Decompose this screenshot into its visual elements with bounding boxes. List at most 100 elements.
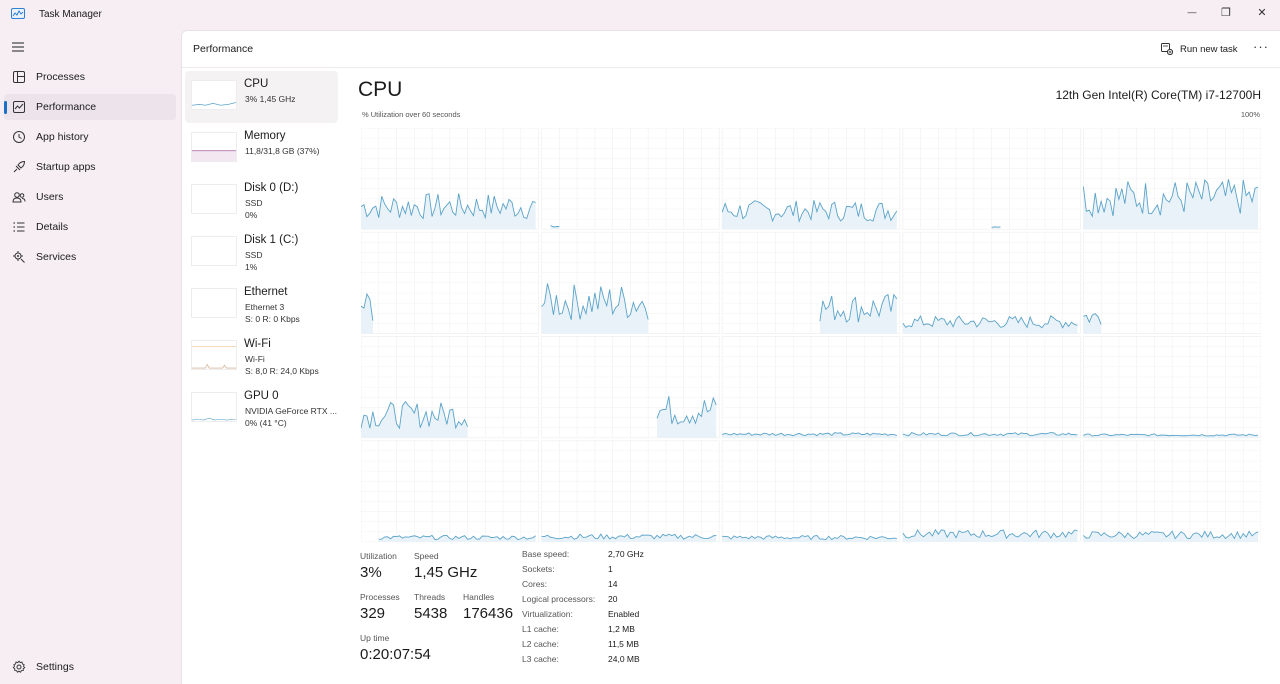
run-new-task-label: Run new task: [1180, 43, 1238, 55]
more-options-button[interactable]: ···: [1253, 39, 1269, 54]
stat-label: Speed: [414, 551, 439, 561]
resource-list: CPU 3% 1,45 GHz Memory 11,8/31,8 GB (37%…: [185, 71, 338, 435]
cpu-thumbnail-graph: [191, 80, 237, 110]
logical-processor-graph: [902, 336, 1081, 439]
nav-label-processes: Processes: [36, 71, 86, 83]
logical-processor-graph: [721, 231, 901, 334]
processes-icon: [13, 71, 25, 83]
logical-processor-graph: [541, 336, 720, 439]
logical-processor-graph: [361, 440, 540, 542]
resource-item-wifi[interactable]: Wi-Fi Wi-Fi S: 8,0 R: 24,0 Kbps: [185, 331, 338, 383]
logical-processor-graph: [902, 128, 1081, 230]
resource-item-ethernet[interactable]: Ethernet Ethernet 3 S: 0 R: 0 Kbps: [185, 279, 338, 331]
spec-label: L3 cache:: [522, 654, 559, 664]
logical-processor-graph: [541, 128, 720, 230]
resource-name: Disk 0 (D:): [244, 182, 299, 194]
spec-label: Base speed:: [522, 549, 570, 559]
logical-processor-graph: [902, 440, 1081, 542]
spec-label: Logical processors:: [522, 594, 596, 604]
memory-thumbnail-graph: [191, 132, 237, 162]
spec-label: Cores:: [522, 579, 548, 589]
spec-row: L3 cache: 24,0 MB: [522, 654, 682, 669]
resource-item-disk-0[interactable]: Disk 0 (D:) SSD 0%: [185, 175, 338, 227]
gpu-thumbnail-graph: [191, 392, 237, 422]
spec-row: Base speed: 2,70 GHz: [522, 549, 682, 564]
stat-value: 5438: [414, 605, 448, 622]
nav-item-app-history[interactable]: App history: [4, 124, 176, 150]
history-icon: [13, 131, 25, 143]
nav-label-performance: Performance: [36, 101, 97, 113]
details-icon: [13, 222, 25, 232]
resource-detail: SSD: [245, 198, 263, 208]
nav-item-settings[interactable]: Settings: [4, 654, 176, 680]
resource-item-cpu[interactable]: CPU 3% 1,45 GHz: [185, 71, 338, 123]
nav-item-performance[interactable]: Performance: [4, 94, 176, 120]
spec-value: 24,0 MB: [608, 654, 640, 664]
minimize-button[interactable]: —: [1175, 0, 1209, 24]
cpu-model: 12th Gen Intel(R) Core(TM) i7-12700H: [1055, 88, 1261, 102]
run-new-task-button[interactable]: Run new task: [1155, 39, 1244, 59]
stat-threads: Threads 5438: [414, 592, 447, 622]
active-indicator: [4, 101, 7, 114]
task-manager-app-icon: [11, 8, 25, 19]
logical-processor-graph: [1083, 336, 1261, 439]
logical-processor-graph: [361, 231, 540, 334]
resource-item-memory[interactable]: Memory 11,8/31,8 GB (37%): [185, 123, 338, 175]
spec-row: Cores: 14: [522, 579, 682, 594]
nav-item-services[interactable]: Services: [4, 244, 176, 270]
stat-label: Up time: [360, 633, 390, 643]
page-title: Performance: [193, 43, 254, 55]
stat-value: 176436: [463, 605, 514, 622]
nav-item-processes[interactable]: Processes: [4, 64, 176, 90]
hamburger-menu-icon[interactable]: [11, 40, 25, 54]
services-icon: [13, 251, 25, 263]
resource-detail: 1%: [245, 262, 258, 272]
stat-handles: Handles 176436: [463, 592, 513, 622]
nav-item-startup-apps[interactable]: Startup apps: [4, 154, 176, 180]
nav-item-users[interactable]: Users: [4, 184, 176, 210]
app-title: Task Manager: [39, 9, 102, 20]
spec-value: 14: [608, 579, 618, 589]
spec-label: L2 cache:: [522, 639, 559, 649]
spec-value: Enabled: [608, 609, 640, 619]
resource-name: CPU: [244, 78, 269, 90]
stat-value: 329: [360, 605, 386, 622]
restore-button[interactable]: ❐: [1209, 0, 1243, 24]
logical-processor-graph: [1083, 440, 1261, 542]
resource-item-disk-1[interactable]: Disk 1 (C:) SSD 1%: [185, 227, 338, 279]
resource-detail: SSD: [245, 250, 263, 260]
resource-detail: 0% (41 °C): [245, 418, 287, 428]
resource-detail: 0%: [245, 210, 258, 220]
resource-detail: S: 8,0 R: 24,0 Kbps: [245, 366, 319, 376]
spec-row: Logical processors: 20: [522, 594, 682, 609]
cpu-specs: Base speed: 2,70 GHz Sockets: 1 Cores: 14 L…: [522, 549, 682, 669]
logical-processor-graph: [1082, 128, 1261, 230]
logical-processor-graph: [541, 231, 720, 334]
spec-value: 20: [608, 594, 618, 604]
resource-detail: Ethernet 3: [245, 302, 285, 312]
stat-label: Handles: [463, 592, 495, 602]
resource-item-gpu-0[interactable]: GPU 0 NVIDIA GeForce RTX ... 0% (41 °C): [185, 383, 338, 435]
startup-icon: [13, 160, 26, 173]
spec-value: 1: [608, 564, 613, 574]
stat-uptime: Up time 0:20:07:54: [360, 633, 431, 663]
resource-detail: Wi-Fi: [245, 354, 265, 364]
graph-caption: % Utilization over 60 seconds: [362, 110, 461, 119]
stat-label: Utilization: [360, 551, 397, 561]
run-task-icon: [1161, 43, 1173, 55]
stat-speed: Speed 1,45 GHz: [414, 551, 477, 581]
graph-max-label: 100%: [1240, 110, 1260, 119]
close-button[interactable]: ✕: [1245, 0, 1279, 24]
logical-processor-graph: [721, 336, 901, 439]
close-icon: ✕: [1257, 6, 1267, 19]
nav-label-details: Details: [36, 221, 69, 233]
users-icon: [12, 192, 26, 203]
stat-label: Processes: [360, 592, 400, 602]
minimize-icon: —: [1187, 7, 1197, 17]
nav-label-app-history: App history: [36, 131, 89, 143]
detail-title: CPU: [358, 78, 403, 101]
logical-processor-graph: [361, 128, 540, 230]
main-panel: Performance Run new task ··· CPU 3% 1,45…: [181, 30, 1280, 684]
nav-item-details[interactable]: Details: [4, 214, 176, 240]
disk-0-thumbnail-graph: [191, 184, 237, 214]
